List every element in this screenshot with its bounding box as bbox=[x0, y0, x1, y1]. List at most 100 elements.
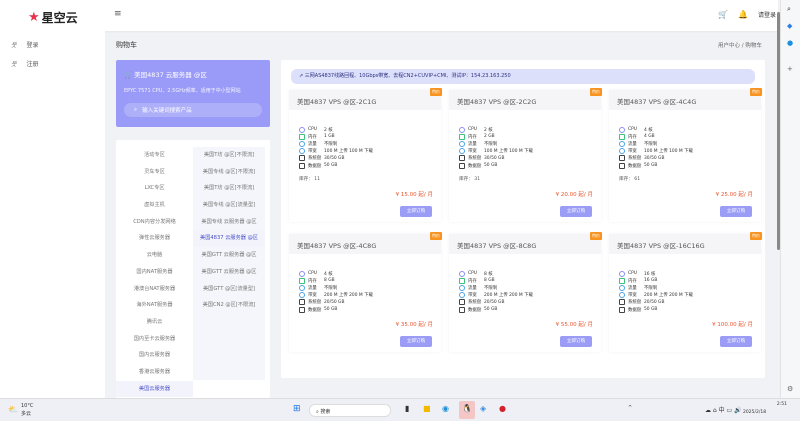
qq-icon[interactable]: 🐧 bbox=[459, 401, 475, 419]
spec-label: 数据盘 bbox=[468, 163, 482, 169]
user-plus-icon: 웃 bbox=[11, 61, 17, 68]
spec-icon bbox=[299, 277, 305, 284]
weather-icon[interactable]: ⛅ bbox=[8, 405, 18, 414]
spec-value: 4 GB bbox=[644, 134, 655, 140]
buy-button[interactable]: 立即订购 bbox=[560, 336, 592, 347]
spec-value: 不限制 bbox=[484, 141, 498, 147]
category-item[interactable]: 腾讯云 bbox=[146, 318, 163, 325]
spec-icon bbox=[619, 148, 625, 155]
login-link[interactable]: 请登录 bbox=[757, 12, 776, 19]
bell-icon[interactable]: 🔔 bbox=[737, 10, 748, 19]
stock-value: 61 bbox=[634, 177, 641, 183]
windows-start-icon[interactable]: ⊞ bbox=[293, 404, 301, 414]
spec-row: 内存 16 GB bbox=[609, 277, 761, 284]
hamburger-icon[interactable]: ≡ bbox=[114, 9, 122, 19]
buy-button[interactable]: 立即订购 bbox=[720, 206, 752, 217]
category-item[interactable]: 云电脑 bbox=[146, 252, 163, 259]
spec-value: 30/50 GB bbox=[324, 155, 345, 161]
category-item[interactable]: 灵车专区 bbox=[144, 168, 165, 175]
stock: 库存： 31 bbox=[449, 176, 601, 182]
spec-label: 带宽 bbox=[308, 149, 317, 155]
app-icon[interactable]: ◈ bbox=[480, 404, 487, 413]
spec-icon bbox=[299, 133, 305, 140]
product-name: 美国4837 VPS @区-2C2G bbox=[449, 90, 601, 110]
spec-icon bbox=[459, 270, 465, 277]
search-icon: ⌕ bbox=[134, 106, 138, 113]
subcategory-item[interactable]: 美国T坊 @区[不限流] bbox=[203, 185, 255, 192]
spec-icon bbox=[299, 155, 305, 162]
spec-icon bbox=[299, 126, 305, 133]
outlook-icon[interactable]: ● bbox=[787, 39, 794, 47]
spec-row: 系统盘 20/50 GB bbox=[609, 299, 761, 306]
spec-value: 200 M 上传 200 M 下载 bbox=[484, 293, 533, 299]
subcategory-item[interactable]: 美国4837 云服务器 @区 bbox=[193, 230, 265, 248]
page-title: 购物车 bbox=[116, 41, 137, 49]
badge: 特价 bbox=[590, 88, 602, 96]
clock-time[interactable]: 2:51 bbox=[776, 402, 787, 407]
tag-icon[interactable]: ◆ bbox=[787, 22, 793, 30]
spec-icon bbox=[299, 148, 305, 155]
cart-icon[interactable]: 🛒 bbox=[718, 10, 728, 19]
subcategory-item[interactable]: 美国GTT 云服务器 @区 bbox=[201, 268, 257, 275]
subcategory-item[interactable]: 美国T坊 @区[不限流] bbox=[203, 152, 255, 158]
spec-value: 20/50 GB bbox=[484, 299, 505, 305]
category-item[interactable]: 美国云服务器 bbox=[116, 380, 193, 398]
spec-label: 流量 bbox=[628, 285, 637, 291]
category-item[interactable]: 国内NAT服务器 bbox=[136, 268, 173, 275]
spec-value: 8 GB bbox=[324, 278, 335, 284]
category-item[interactable]: CDN内容分发网络 bbox=[133, 218, 176, 225]
system-tray-icons[interactable]: ☁ ⌂ 中 ▭ 🔊 bbox=[705, 407, 742, 414]
category-item[interactable]: 国内至卡云服务器 bbox=[133, 335, 176, 342]
chevron-up-icon[interactable]: ^ bbox=[628, 405, 633, 411]
product-price: ¥ 55.00 起/ 月 bbox=[555, 322, 593, 328]
edge-browser-icon[interactable]: ◉ bbox=[442, 404, 449, 413]
spec-value: 200 M 上传 200 M 下载 bbox=[644, 293, 693, 299]
spec-icon bbox=[459, 162, 465, 169]
spec-icon bbox=[459, 284, 465, 291]
category-item[interactable]: 活动专区 bbox=[144, 152, 165, 158]
spec-row: 带宽 100 M 上传 100 M 下载 bbox=[289, 148, 441, 155]
category-item[interactable]: 港澳台NAT服务器 bbox=[133, 285, 176, 292]
sidebar-item-login[interactable]: 웃 登录 bbox=[11, 40, 39, 49]
category-item[interactable]: 虚拟主机 bbox=[144, 202, 165, 209]
spec-label: 带宽 bbox=[308, 293, 317, 299]
folder-icon[interactable]: ■ bbox=[423, 404, 431, 413]
taskbar-search[interactable]: ⌕ 搜索 bbox=[309, 404, 391, 417]
category-item[interactable]: 海外NAT服务器 bbox=[136, 302, 173, 309]
subcategory-item[interactable]: 美国GTT @区[流量型] bbox=[202, 285, 256, 292]
category-item[interactable]: LXC专区 bbox=[144, 185, 165, 192]
task-view-icon[interactable]: ▮ bbox=[405, 404, 410, 413]
plus-icon[interactable]: + bbox=[787, 65, 793, 73]
subcategory-item[interactable]: 美国CN2 @区[不限流] bbox=[202, 302, 256, 309]
spec-label: 内存 bbox=[628, 134, 637, 140]
category-item[interactable]: 香港云服务器 bbox=[138, 368, 171, 375]
search-input[interactable]: ⌕ 输入关键词搜索产品 bbox=[124, 103, 262, 117]
buy-button[interactable]: 立即订购 bbox=[400, 336, 432, 347]
subcategory-item[interactable]: 美国专线 @区[流量型] bbox=[202, 202, 256, 209]
category-item[interactable]: 弹性云服务器 bbox=[138, 235, 171, 242]
logo[interactable]: ★ 星空云 bbox=[28, 9, 78, 26]
buy-button[interactable]: 立即订购 bbox=[720, 336, 752, 347]
spec-row: 数据盘 50 GB bbox=[449, 162, 601, 169]
sidebar-item-register[interactable]: 웃 注册 bbox=[11, 59, 39, 68]
spec-row: 数据盘 50 GB bbox=[289, 306, 441, 313]
buy-button[interactable]: 立即订购 bbox=[560, 206, 592, 217]
app-red-icon[interactable]: ● bbox=[499, 404, 506, 413]
search-icon[interactable]: ⌕ bbox=[787, 5, 791, 13]
clock-date[interactable]: 2025/2/18 bbox=[743, 410, 767, 415]
category-item[interactable]: 国内云服务器 bbox=[138, 352, 171, 359]
product-card: 美国4837 VPS @区-16C16G 特价 CPU 16 核内存 16 GB 流量… bbox=[609, 232, 762, 352]
subcategory-item[interactable]: 美国专线 云服务器 @区 bbox=[201, 218, 257, 225]
spec-label: 带宽 bbox=[468, 149, 477, 155]
buy-button[interactable]: 立即订购 bbox=[400, 206, 432, 217]
product-name: 美国4837 VPS @区-4C4G bbox=[609, 90, 761, 110]
product-card: 美国4837 VPS @区-4C8G 特价 CPU 4 核内存 8 GB 流量 不限制带… bbox=[289, 232, 442, 352]
scrollbar[interactable] bbox=[777, 12, 780, 250]
subcategory-item[interactable]: 美国GTT 云服务器 @区 bbox=[201, 252, 257, 259]
spec-label: CPU bbox=[308, 271, 317, 277]
spec-label: 数据盘 bbox=[628, 163, 642, 169]
stock-label: 库存： bbox=[299, 177, 313, 183]
gear-icon[interactable]: ⚙ bbox=[787, 385, 794, 393]
subcategory-item[interactable]: 美国专线 @区[不限流] bbox=[202, 168, 256, 175]
breadcrumb-user-center[interactable]: 用户中心 bbox=[718, 43, 741, 49]
